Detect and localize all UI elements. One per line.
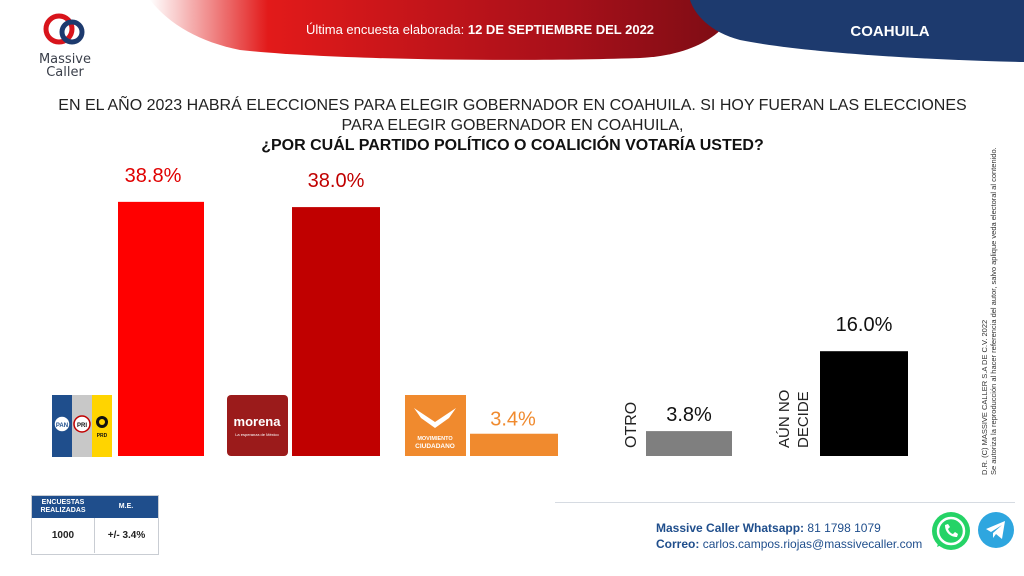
- copyright-line-2: Se autoriza la reproducción al hacer ref…: [989, 147, 998, 475]
- bar-1: [292, 207, 380, 456]
- category-label-aun-no: AÚN NO: [776, 390, 793, 448]
- bar-3: [646, 431, 732, 456]
- logo-icon: [43, 13, 85, 45]
- stats-value-row: 1000 +/- 3.4%: [32, 518, 158, 553]
- value-label-4: 16.0%: [836, 314, 893, 336]
- prd-icon-center: [99, 419, 105, 425]
- copyright-note: D.R. (C) MASSIVE CALLER S.A DE C.V. 2022…: [965, 100, 1005, 480]
- bar-2: [470, 433, 558, 456]
- question-line-1: EN EL AÑO 2023 HABRÁ ELECCIONES PARA ELE…: [58, 97, 967, 114]
- survey-date-value: 12 DE SEPTIEMBRE DEL 2022: [467, 22, 655, 37]
- whatsapp-label: Massive Caller Whatsapp:: [656, 521, 805, 535]
- contact-whatsapp-line: Massive Caller Whatsapp: 81 1798 1079: [656, 520, 956, 536]
- stats-header-row: ENCUESTAS REALIZADAS M.E.: [32, 496, 158, 518]
- bar-4: [820, 351, 908, 456]
- email-label: Correo:: [656, 537, 700, 551]
- chart-svg: 38.8% 38.0% 3.4% 3.8% 16.0% PAN PRI PRD more…: [52, 165, 908, 457]
- stats-header-me: M.E.: [94, 496, 158, 518]
- movimiento-ciudadano-logo: MOVIMIENTO CIUDADANO: [405, 395, 466, 456]
- mc-text-2: CIUDADANO: [415, 443, 455, 450]
- header-background: [150, 0, 1024, 62]
- whatsapp-icon[interactable]: [930, 510, 972, 552]
- telegram-icon[interactable]: [977, 511, 1015, 549]
- stats-header-encuestas: ENCUESTAS REALIZADAS: [32, 496, 94, 518]
- question-text: EN EL AÑO 2023 HABRÁ ELECCIONES PARA ELE…: [40, 96, 985, 136]
- prd-text: PRD: [97, 433, 108, 439]
- contact-info: Massive Caller Whatsapp: 81 1798 1079 Co…: [656, 520, 956, 552]
- pan-pri-prd-logo: PAN PRI PRD: [52, 395, 112, 457]
- logo-name-1: Massive: [38, 52, 92, 67]
- pri-icon: [73, 415, 91, 433]
- massive-caller-logo: Massive Caller: [30, 12, 100, 80]
- category-label-decide: DECIDE: [795, 391, 812, 448]
- question-line-2: PARA ELEGIR GOBERNADOR EN COAHUILA,: [341, 117, 684, 134]
- eagle-icon: [414, 408, 456, 428]
- morena-logo-bg: [227, 395, 288, 456]
- copyright-svg: D.R. (C) MASSIVE CALLER S.A DE C.V. 2022…: [980, 147, 998, 475]
- value-label-2: 3.4%: [490, 409, 536, 431]
- value-label-0: 38.8%: [125, 165, 182, 187]
- question-highlight: ¿POR CUÁL PARTIDO POLÍTICO O COALICIÓN V…: [261, 137, 764, 154]
- stats-value-encuestas: 1000: [32, 518, 95, 553]
- morena-logo-text: morena: [234, 414, 282, 429]
- mc-text-1: MOVIMIENTO: [417, 436, 453, 442]
- morena-tagline: La esperanza de México: [235, 432, 279, 437]
- whatsapp-icon-svg: [932, 512, 970, 550]
- survey-date: Última encuesta elaborada: 12 DE SEPTIEM…: [250, 22, 710, 37]
- morena-logo: morena La esperanza de México: [227, 395, 288, 456]
- telegram-icon-svg: [978, 512, 1014, 548]
- value-label-3: 3.8%: [666, 404, 712, 426]
- stats-value-me: +/- 3.4%: [107, 530, 146, 541]
- category-label-otro: OTRO: [623, 402, 640, 448]
- bars-layer: [118, 201, 908, 456]
- survey-stats-table: ENCUESTAS REALIZADAS M.E. 1000 +/- 3.4%: [31, 495, 159, 555]
- vote-intention-chart: 38.8% 38.0% 3.4% 3.8% 16.0% PAN PRI PRD more…: [0, 160, 1000, 460]
- pri-text: PRI: [77, 423, 87, 429]
- bar-0: [118, 201, 204, 456]
- copyright-line-1: D.R. (C) MASSIVE CALLER S.A DE C.V. 2022: [980, 320, 989, 475]
- logo-name-2: Caller: [46, 65, 84, 80]
- value-labels-layer: 38.8% 38.0% 3.4% 3.8% 16.0%: [125, 165, 893, 431]
- email-value[interactable]: carlos.campos.riojas@massivecaller.com: [702, 537, 923, 551]
- contact-email-line: Correo: carlos.campos.riojas@massivecall…: [656, 536, 956, 552]
- whatsapp-number: 81 1798 1079: [807, 521, 881, 535]
- pan-text: PAN: [56, 423, 68, 429]
- region-title: COAHUILA: [850, 23, 930, 40]
- header-band: [0, 0, 1024, 62]
- pan-icon: [53, 415, 71, 433]
- survey-date-prefix: Última encuesta elaborada:: [305, 22, 465, 37]
- value-label-1: 38.0%: [308, 170, 365, 192]
- footer-divider: [555, 502, 1015, 503]
